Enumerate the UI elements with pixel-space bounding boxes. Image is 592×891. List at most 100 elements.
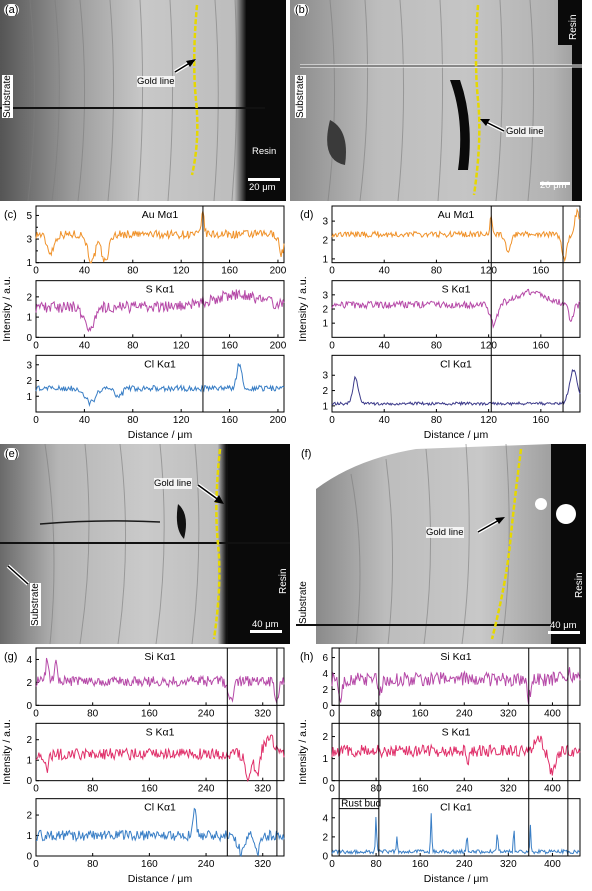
x-tick-label: 320: [254, 859, 271, 870]
panel-letter-c: (c): [4, 209, 17, 221]
y-tick-label: 0: [26, 333, 32, 344]
series-name: Au Mα1: [438, 209, 475, 221]
micrograph-a: (a) Gold line Resin 20 μm Substrate: [0, 0, 286, 201]
y-tick-label: 0: [26, 852, 32, 863]
y-tick-label: 5: [26, 211, 32, 222]
x-tick-label: 40: [79, 340, 91, 351]
panel-letter-d: (d): [300, 209, 313, 221]
x-tick-label: 120: [480, 340, 497, 351]
x-tick-label: 240: [198, 708, 215, 719]
x-tick-label: 40: [379, 266, 391, 277]
x-tick-label: 40: [379, 340, 391, 351]
x-tick-label: 200: [270, 340, 287, 351]
scale-label-b: 20 μm: [540, 180, 567, 191]
x-tick-label: 200: [270, 266, 287, 277]
series-name: Si Kα1: [440, 651, 471, 663]
plot-frame-c-0: [35, 205, 285, 264]
plot-frame-g-1: [35, 722, 285, 782]
panel-letter-g: (g): [4, 651, 17, 663]
x-tick-label: 120: [173, 340, 190, 351]
y-tick-label: 3: [26, 360, 32, 371]
x-tick-label: 320: [500, 708, 517, 719]
x-tick-label: 80: [371, 708, 383, 719]
y-tick-label: 1: [26, 756, 32, 767]
series-name: S Kα1: [146, 726, 175, 738]
x-tick-label: 0: [33, 784, 39, 795]
y-tick-label: 4: [322, 813, 328, 824]
y-tick-label: 3: [322, 217, 328, 228]
resin-label-a: Resin: [252, 146, 277, 157]
x-axis-label: Distance / μm: [128, 429, 193, 441]
x-axis-label: Distance / μm: [424, 429, 489, 441]
y-tick-label: 0: [322, 701, 328, 712]
series-line-h-1: [331, 735, 581, 776]
x-tick-label: 0: [329, 859, 335, 870]
x-tick-label: 160: [532, 340, 549, 351]
x-tick-label: 80: [371, 784, 383, 795]
panel-letter-b: (b): [294, 4, 310, 16]
y-tick-label: 4: [322, 669, 328, 680]
x-tick-label: 40: [379, 415, 391, 426]
x-tick-label: 0: [329, 708, 335, 719]
x-tick-label: 240: [198, 859, 215, 870]
y-tick-label: 0: [322, 776, 328, 787]
plot-frame-d-2: [331, 354, 581, 413]
y-tick-label: 2: [26, 678, 32, 689]
x-tick-label: 80: [431, 340, 443, 351]
chart-d: (d) 1 2 3 0 40 80 120 160 Au Mα1 1 2 3 0 40 80 120 160 S K…: [296, 202, 586, 442]
x-tick-label: 80: [431, 266, 443, 277]
y-tick-label: 1: [322, 254, 328, 265]
x-tick-label: 160: [221, 340, 238, 351]
plot-frame-g-0: [35, 647, 285, 706]
x-tick-label: 160: [141, 784, 158, 795]
x-tick-label: 0: [329, 340, 335, 351]
y-tick-label: 1: [322, 754, 328, 765]
micrograph-f-image: [296, 444, 586, 644]
x-tick-label: 80: [431, 415, 443, 426]
micrograph-e: (e) Gold line Resin 40 μm Substrate: [0, 444, 290, 644]
x-tick-label: 80: [87, 859, 99, 870]
x-tick-label: 80: [87, 708, 99, 719]
series-name: S Kα1: [442, 726, 471, 738]
y-tick-label: 2: [322, 832, 328, 843]
plot-frame-g-2: [35, 798, 285, 857]
x-tick-label: 0: [33, 340, 39, 351]
series-line-c-1: [35, 289, 285, 333]
x-tick-label: 80: [87, 784, 99, 795]
x-tick-label: 80: [127, 415, 139, 426]
gold-line-label-f: Gold line: [426, 527, 464, 538]
panel-letter-a: (a): [4, 4, 20, 16]
series-line-g-2: [35, 807, 285, 858]
x-tick-label: 400: [544, 859, 561, 870]
series-line-g-1: [35, 734, 285, 783]
series-line-c-0: [35, 211, 285, 264]
series-line-g-0: [35, 657, 285, 704]
x-tick-label: 400: [544, 708, 561, 719]
y-tick-label: 2: [26, 292, 32, 303]
series-line-h-0: [331, 667, 581, 704]
x-tick-label: 320: [500, 784, 517, 795]
x-tick-label: 120: [480, 415, 497, 426]
x-tick-label: 120: [173, 266, 190, 277]
plot-frame-d-0: [331, 205, 581, 264]
x-tick-label: 240: [198, 784, 215, 795]
x-tick-label: 0: [329, 266, 335, 277]
x-tick-label: 160: [141, 708, 158, 719]
x-tick-label: 0: [329, 415, 335, 426]
y-tick-label: 1: [26, 392, 32, 403]
scale-label-e: 40 μm: [252, 619, 279, 630]
panel-letter-f: (f): [300, 448, 313, 460]
y-tick-label: 0: [26, 776, 32, 787]
y-tick-label: 2: [26, 735, 32, 746]
plot-frame-h-0: [331, 647, 581, 706]
substrate-label-f: Substrate: [298, 581, 309, 624]
series-name: Cl Kα1: [440, 802, 472, 814]
series-name: Si Kα1: [144, 651, 175, 663]
gold-line-label-b: Gold line: [506, 126, 544, 137]
y-tick-label: 2: [322, 386, 328, 397]
resin-label-f: Resin: [574, 572, 585, 598]
micrograph-b-image: [290, 0, 582, 201]
y-tick-label: 0: [26, 701, 32, 712]
